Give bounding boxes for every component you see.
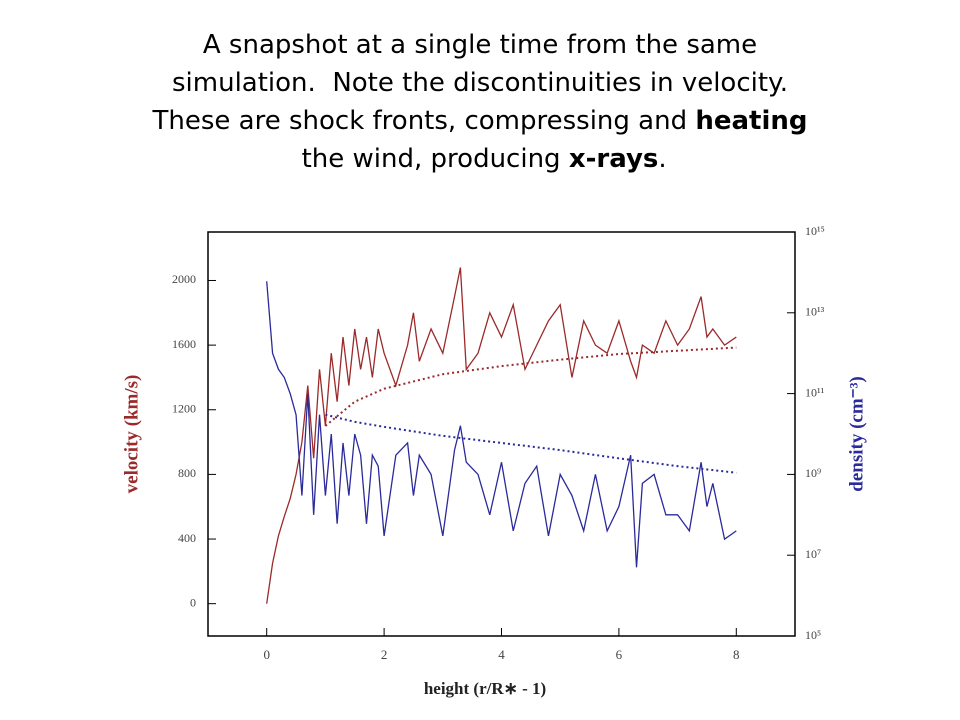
x-tick-label: 6	[616, 647, 623, 662]
x-tick-label: 0	[263, 647, 270, 662]
y2-tick-label: 10⁹	[805, 466, 821, 480]
y-tick-label: 1600	[172, 337, 196, 351]
plot-frame	[207, 231, 796, 637]
series-line	[324, 346, 737, 427]
caption-line: A snapshot at a single time from the sam…	[202, 30, 758, 60]
y2-tick-label: 10⁷	[805, 547, 821, 561]
y-tick-label: 0	[190, 595, 196, 609]
caption-line: These are shock fronts, compressing and	[152, 106, 696, 136]
caption: A snapshot at a single time from the sam…	[0, 26, 960, 178]
caption-bold: heating	[695, 106, 808, 136]
y-tick-label: 800	[178, 466, 196, 480]
caption-line: simulation. Note the discontinuities in …	[172, 68, 788, 98]
x-tick-label: 2	[381, 647, 388, 662]
caption-bold: x-rays	[568, 144, 659, 174]
series-line	[266, 267, 737, 604]
y-tick-label: 2000	[172, 272, 196, 286]
y2-tick-label: 10¹⁵	[805, 224, 825, 238]
y-tick-label: 400	[178, 531, 196, 545]
y2-tick-label: 10¹¹	[805, 385, 825, 399]
caption-line: .	[658, 144, 667, 174]
y2-tick-label: 10¹³	[805, 305, 825, 319]
y-axis-label: velocity (km/s)	[121, 375, 142, 494]
caption-line: the wind, producing	[293, 144, 569, 174]
series-line	[325, 413, 737, 474]
y2-axis-label: density (cm⁻³)	[846, 376, 867, 491]
series-line	[266, 281, 737, 568]
y-tick-label: 1200	[172, 402, 196, 416]
x-tick-label: 4	[498, 647, 505, 662]
y2-tick-label: 10⁵	[805, 628, 821, 642]
x-axis-label: height (r/R∗ - 1)	[424, 679, 546, 698]
x-tick-label: 8	[733, 647, 740, 662]
